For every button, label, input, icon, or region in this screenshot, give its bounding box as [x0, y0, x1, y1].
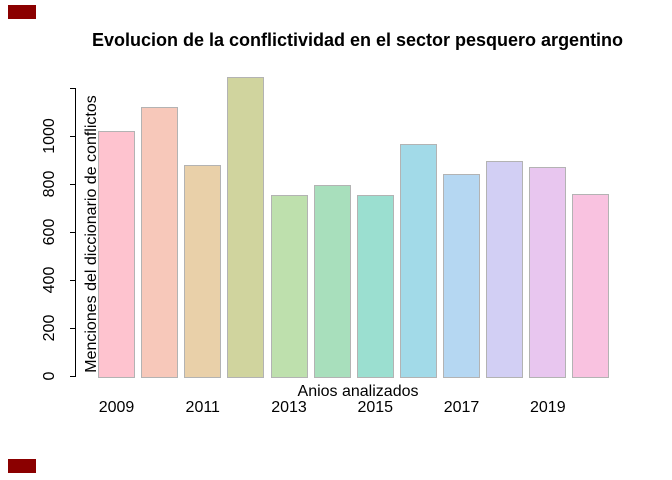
bar-2017 — [443, 174, 481, 378]
bar-2010 — [141, 107, 179, 378]
y-tick-mark — [70, 136, 75, 137]
y-tick-mark — [70, 328, 75, 329]
corner-marker-bottom-left — [8, 459, 36, 473]
bar-2013 — [270, 194, 308, 378]
x-tick-label-2011: 2011 — [185, 399, 220, 416]
chart-title: Evolucion de la conflictividad en el sec… — [91, 30, 624, 50]
bar-2019 — [529, 167, 567, 378]
bar-2018 — [486, 161, 524, 378]
y-tick-label: 200 — [41, 314, 58, 342]
y-tick-mark — [70, 376, 75, 377]
corner-marker-top-left — [8, 5, 36, 19]
y-tick-label: 800 — [41, 170, 58, 198]
bar-2009 — [98, 131, 135, 378]
x-tick-label-2017: 2017 — [443, 399, 480, 416]
bar-2016 — [399, 144, 437, 378]
y-tick-mark — [70, 88, 75, 89]
x-axis-title: Anios analizados — [297, 383, 419, 400]
x-tick-label-2013: 2013 — [271, 399, 307, 416]
y-tick-label: 600 — [41, 218, 58, 246]
y-tick-label: 400 — [41, 266, 58, 294]
x-tick-label-2009: 2009 — [98, 399, 135, 416]
y-axis-line — [75, 88, 76, 377]
y-tick-mark — [70, 280, 75, 281]
bar-2011 — [184, 164, 222, 378]
y-tick-mark — [70, 232, 75, 233]
bar-2014 — [313, 185, 351, 378]
x-tick-label-2019: 2019 — [530, 399, 566, 416]
y-tick-mark — [70, 184, 75, 185]
bar-2020 — [572, 193, 610, 378]
bar-2012 — [227, 77, 265, 378]
y-tick-label: 1000 — [41, 118, 58, 154]
y-tick-label: 0 — [41, 371, 58, 381]
bar-2015 — [356, 194, 394, 378]
x-tick-label-2015: 2015 — [357, 399, 394, 416]
